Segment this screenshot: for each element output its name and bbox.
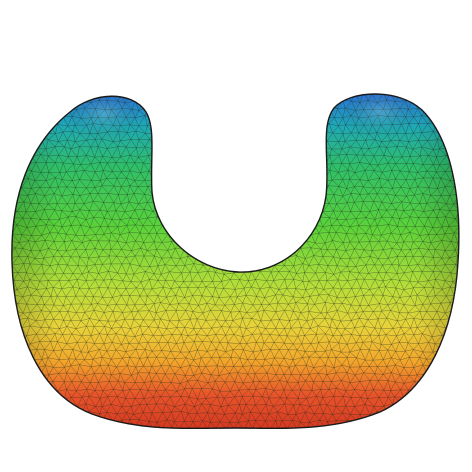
right-tip-highlight	[344, 94, 416, 138]
surface-outline	[11, 93, 460, 430]
left-tip-highlight	[70, 96, 138, 140]
